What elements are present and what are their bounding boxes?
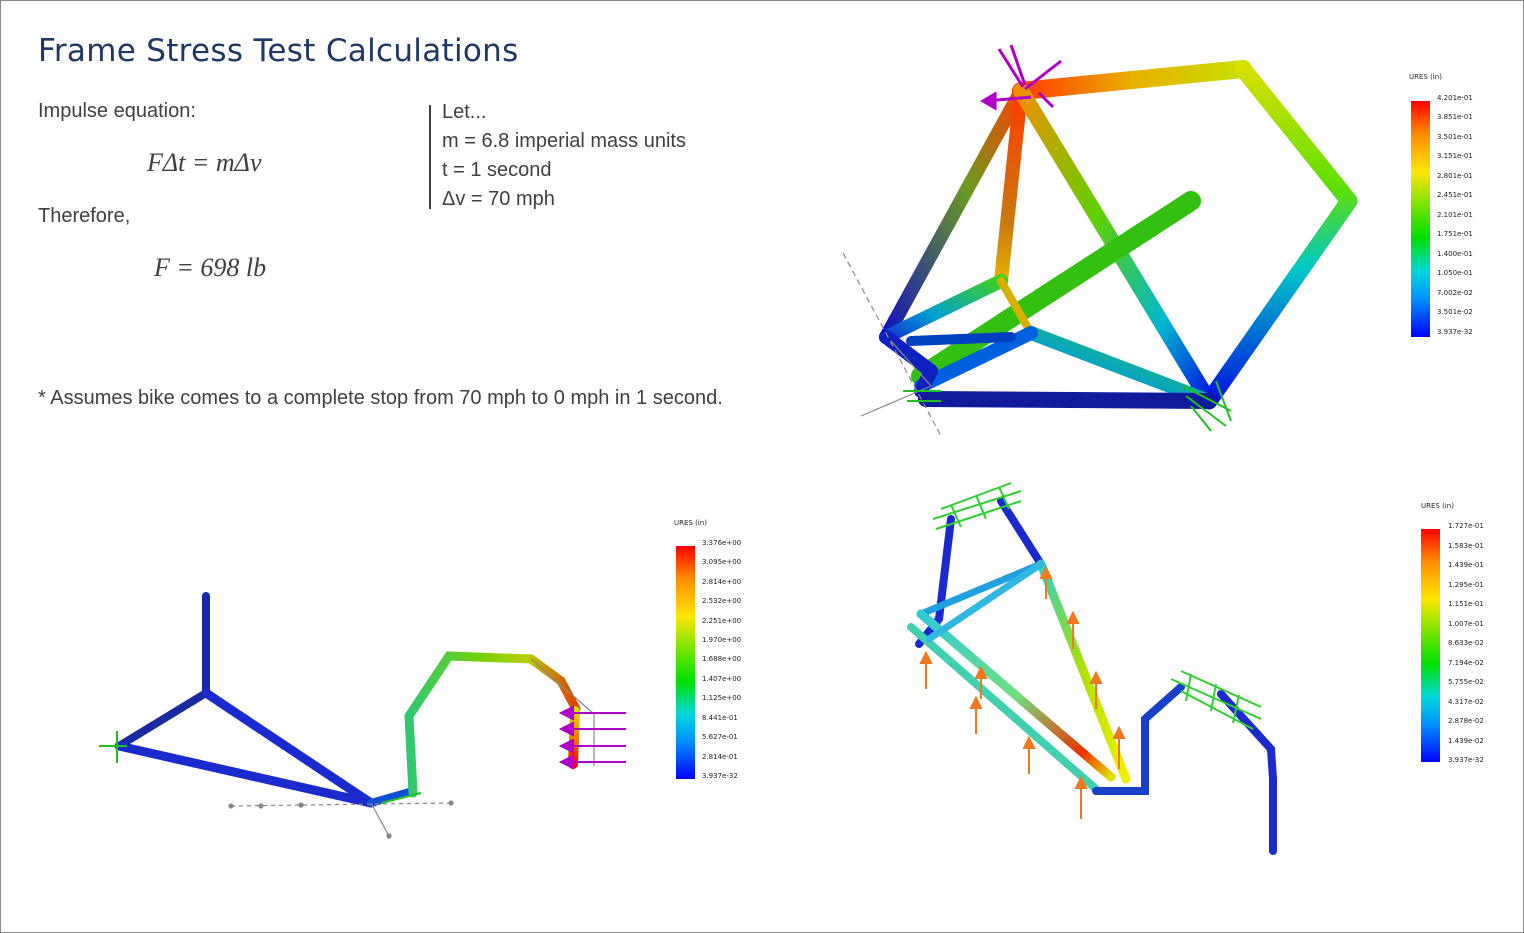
legend-tick: 8.633e-02	[1448, 639, 1484, 647]
force-arrows	[980, 44, 1062, 111]
legend-title: URES (in)	[674, 519, 707, 527]
footnote: * Assumes bike comes to a complete stop …	[38, 387, 723, 409]
legend-tick: 2.814e-01	[702, 753, 738, 761]
legend-tick: 1.439e-01	[1448, 561, 1484, 569]
legend-tick: 2.814e+00	[702, 578, 742, 586]
load-fixture-markers	[932, 482, 1262, 730]
load-arrows	[919, 565, 1126, 819]
legend-tick: 1.400e-01	[1437, 250, 1473, 258]
legend-tick: 2.532e+00	[702, 597, 742, 605]
legend-tick: 1.439e-02	[1448, 737, 1484, 745]
legend-tick: 1.688e+00	[702, 655, 742, 663]
legend-tick: 2.101e-01	[1437, 211, 1473, 219]
side-fixture-markers	[99, 731, 422, 804]
impulse-equation: FΔt = mΔv	[147, 148, 262, 177]
force-result-equation: F = 698 lb	[154, 253, 267, 282]
legend-tick: 2.251e+00	[702, 617, 742, 625]
load-frame-tubes	[907, 497, 1277, 855]
legend-tick: 1.751e-01	[1437, 230, 1473, 238]
slide-title: Frame Stress Test Calculations	[38, 33, 519, 69]
legend-tick: 1.125e+00	[702, 694, 742, 702]
legend-tick: 3.095e+00	[702, 558, 742, 566]
let-line-time: t = 1 second	[442, 159, 552, 181]
legend-tick: 3.937e-32	[702, 772, 738, 780]
legend-title: URES (in)	[1421, 502, 1454, 510]
let-line-mass: m = 6.8 imperial mass units	[442, 130, 686, 152]
legend-tick: 4.201e-01	[1437, 94, 1473, 102]
let-divider	[429, 105, 431, 209]
legend-tick: 8.441e-01	[702, 714, 738, 722]
legend-tick: 3.851e-01	[1437, 113, 1473, 121]
frame-simulation-top-view	[842, 44, 1358, 437]
color-scale-bar	[1411, 101, 1430, 337]
frame-tubes	[879, 60, 1358, 410]
legend-tick: 1.970e+00	[702, 636, 742, 644]
legend-tick: 3.937e-32	[1448, 756, 1484, 764]
legend-tick: 7.194e-02	[1448, 659, 1484, 667]
legend-tick: 2.801e-01	[1437, 172, 1473, 180]
side-sketch-lines	[228, 658, 595, 839]
side-frame-tubes	[114, 592, 581, 808]
legend-tick: 1.583e-01	[1448, 542, 1484, 550]
impulse-label: Impulse equation:	[38, 100, 196, 122]
frame-simulation-vertical-load-view	[907, 482, 1277, 855]
legend-title: URES (in)	[1409, 73, 1442, 81]
legend-tick: 1.295e-01	[1448, 581, 1484, 589]
legend-tick: 3.937e-32	[1437, 328, 1473, 336]
legend-tick: 1.007e-01	[1448, 620, 1484, 628]
legend-tick: 3.376e+00	[702, 539, 742, 547]
legend-tick: 7.002e-02	[1437, 289, 1473, 297]
let-line-velocity: Δv = 70 mph	[442, 188, 555, 210]
color-scale-bar	[676, 546, 695, 779]
let-line-intro: Let...	[442, 101, 487, 123]
legend-tick: 4.317e-02	[1448, 698, 1484, 706]
legend-tick: 3.501e-02	[1437, 308, 1473, 316]
legend-tick: 3.501e-01	[1437, 133, 1473, 141]
legend-tick: 1.151e-01	[1448, 600, 1484, 608]
fixture-markers	[903, 380, 1232, 432]
legend-tick: 5.755e-02	[1448, 678, 1484, 686]
frame-simulation-side-view	[99, 592, 626, 839]
side-force-arrows	[558, 705, 626, 770]
legend-tick: 1.727e-01	[1448, 522, 1484, 530]
legend-tick: 2.878e-02	[1448, 717, 1484, 725]
therefore-label: Therefore,	[38, 205, 131, 227]
legend-tick: 5.627e-01	[702, 733, 738, 741]
color-scale-bar	[1421, 529, 1440, 762]
legend-tick: 2.451e-01	[1437, 191, 1473, 199]
legend-tick: 1.050e-01	[1437, 269, 1473, 277]
legend-tick: 3.151e-01	[1437, 152, 1473, 160]
legend-tick: 1.407e+00	[702, 675, 742, 683]
